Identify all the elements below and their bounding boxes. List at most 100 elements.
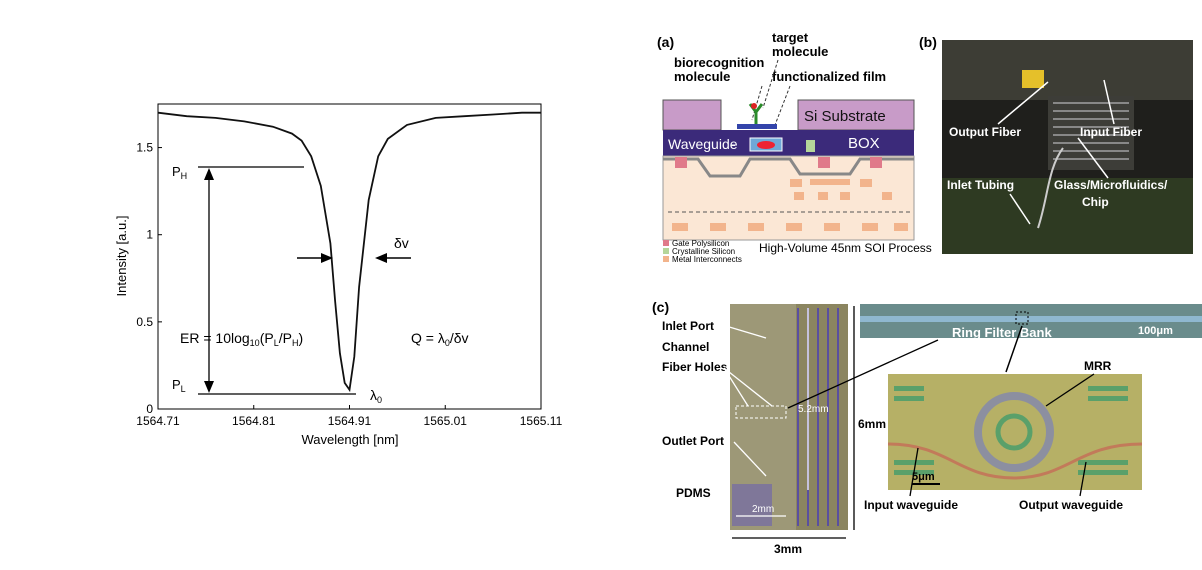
x-tick-label: 1565.11 bbox=[520, 414, 563, 428]
metal-1 bbox=[790, 179, 802, 187]
mrr-label: MRR bbox=[1084, 359, 1112, 373]
x-tick-label: 1565.01 bbox=[424, 414, 468, 428]
legend-metal: Metal Interconnects bbox=[672, 255, 742, 264]
bottom-metal-row bbox=[672, 223, 908, 231]
chip-purple-traces bbox=[797, 308, 839, 526]
metal-2 bbox=[810, 179, 850, 185]
metal-5 bbox=[818, 192, 828, 200]
input-waveguide-leader bbox=[909, 447, 919, 497]
silicon-profile bbox=[663, 157, 914, 178]
metal-7 bbox=[882, 192, 892, 200]
input-waveguide-label: Input waveguide bbox=[864, 498, 958, 512]
legend-csi: Crystalline Silicon bbox=[672, 247, 735, 256]
dv-right-arrowhead bbox=[375, 253, 387, 263]
input-fiber-arrow bbox=[1103, 79, 1115, 125]
mrr-inner bbox=[995, 413, 1033, 451]
metal-3 bbox=[860, 179, 872, 187]
metal-4 bbox=[794, 192, 804, 200]
leader-target bbox=[762, 59, 779, 109]
er-arrow-up bbox=[204, 168, 214, 180]
target-molecule-icon bbox=[751, 103, 757, 109]
waveguide-label: Waveguide bbox=[668, 136, 738, 152]
si-substrate-label: Si Substrate bbox=[804, 108, 886, 125]
scale-5-label: 5μm bbox=[912, 471, 935, 483]
gate-poly-3 bbox=[870, 157, 882, 168]
y-tick-label: 0.5 bbox=[136, 315, 153, 329]
ring-filter-bank-waveguide bbox=[860, 316, 1202, 322]
resonance-curve bbox=[157, 111, 541, 393]
chip-area bbox=[1048, 96, 1134, 170]
zoom-arrow bbox=[1005, 325, 1023, 373]
inlet-tubing-label: Inlet Tubing bbox=[947, 178, 1014, 192]
mrr-bus-waveguide bbox=[887, 442, 1143, 480]
fiber-holes-box bbox=[735, 405, 787, 419]
y-axis-ticks: 0 0.5 1 1.5 bbox=[136, 141, 162, 416]
mrr-leader bbox=[1045, 373, 1095, 407]
outlet-port-leader bbox=[733, 441, 767, 477]
leader-film bbox=[774, 85, 791, 126]
x-tick-label: 1564.71 bbox=[136, 414, 180, 428]
fiber-holes-label: Fiber Holes bbox=[662, 360, 728, 374]
legend-gate: Gate Polysilicon bbox=[672, 239, 729, 248]
chip-purple-block bbox=[732, 484, 772, 526]
substrate-left bbox=[662, 99, 722, 131]
ring-filter-bank-label: Ring Filter Bank bbox=[952, 325, 1052, 340]
scale-100-label: 100μm bbox=[1138, 325, 1173, 337]
x-axis-ticks: 1564.71 1564.81 1564.91 1565.01 1565.11 bbox=[136, 405, 563, 428]
x-tick-label: 1564.91 bbox=[328, 414, 372, 428]
box-label: BOX bbox=[848, 135, 880, 152]
ph-label: PH bbox=[172, 164, 187, 181]
functionalized-film-label: functionalized film bbox=[772, 69, 886, 84]
dim-6-label: 6mm bbox=[858, 417, 886, 431]
panel-c-chip: (c) Inlet Port Channel Fiber Holes Outle… bbox=[652, 299, 1202, 556]
mrr-ring bbox=[974, 392, 1054, 472]
dim-2-label: 2mm bbox=[752, 504, 774, 515]
panel-b-label: (b) bbox=[919, 34, 937, 50]
photo-top-band bbox=[942, 40, 1193, 100]
dv-label: δv bbox=[394, 235, 409, 251]
plot-frame bbox=[157, 103, 542, 410]
glass-arrow bbox=[1077, 137, 1109, 179]
mode-hotspot bbox=[757, 141, 775, 149]
outlet-port-label: Outlet Port bbox=[662, 434, 724, 448]
legend-swatch-gate bbox=[663, 240, 669, 246]
metal-6 bbox=[840, 192, 850, 200]
channel-label: Channel bbox=[662, 340, 709, 354]
leader-bio bbox=[751, 85, 763, 121]
y-axis-label: Intensity [a.u.] bbox=[114, 216, 129, 297]
y-tick-label: 1.5 bbox=[136, 141, 153, 155]
lambda0-label: λ0 bbox=[370, 387, 382, 405]
q-formula: Q = λ0/δv bbox=[411, 330, 469, 348]
crystalline-si-1 bbox=[806, 140, 815, 152]
dim-52-label: 5.2mm bbox=[798, 404, 829, 415]
output-waveguide-leader bbox=[1079, 461, 1087, 497]
yellow-clamp bbox=[1022, 70, 1044, 88]
tubing-line bbox=[1037, 147, 1064, 229]
er-formula: ER = 10log10(PL/PH) bbox=[180, 330, 303, 348]
biorecognition-line1: biorecognition bbox=[674, 55, 764, 70]
process-label: High-Volume 45nm SOI Process bbox=[759, 241, 932, 255]
resonance-plot: 1564.71 1564.81 1564.91 1565.01 1565.11 0 0.5… bbox=[114, 103, 563, 447]
glass-label-2: Chip bbox=[1082, 195, 1109, 209]
chip-pins bbox=[1053, 102, 1129, 160]
functionalized-film bbox=[737, 124, 777, 129]
x-tick-label: 1564.81 bbox=[232, 414, 276, 428]
inlet-tubing-arrow bbox=[1009, 193, 1031, 225]
panel-c-label: (c) bbox=[652, 299, 669, 315]
target-molecule-line2: molecule bbox=[772, 44, 828, 59]
output-waveguide-label: Output waveguide bbox=[1019, 498, 1123, 512]
legend-swatch-metal bbox=[663, 256, 669, 262]
waveguide-dash: - bbox=[731, 136, 736, 152]
dim-3-label: 3mm bbox=[774, 542, 802, 556]
pdms-label: PDMS bbox=[676, 486, 711, 500]
dv-left-arrowhead bbox=[321, 253, 333, 263]
y-tick-label: 1 bbox=[146, 228, 153, 242]
photo-board bbox=[942, 178, 1193, 254]
output-fiber-label: Output Fiber bbox=[949, 125, 1021, 139]
panel-a-label: (a) bbox=[657, 34, 674, 50]
legend-swatch-csi bbox=[663, 248, 669, 254]
panel-a-cross-section: (a) target molecule biorecognition molec… bbox=[657, 30, 932, 264]
gate-poly-2 bbox=[818, 157, 830, 168]
bank-to-chip-line bbox=[787, 339, 939, 409]
y-tick-label: 0 bbox=[146, 402, 153, 416]
